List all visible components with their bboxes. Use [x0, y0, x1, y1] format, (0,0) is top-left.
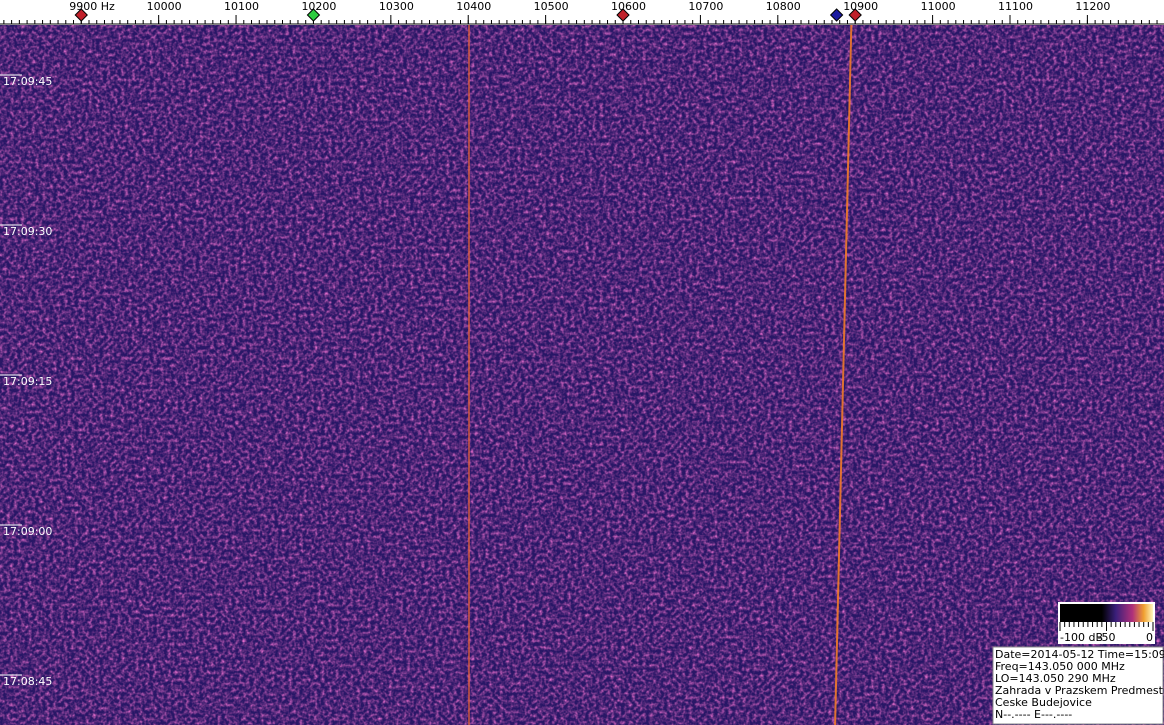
- x-tick-label: 10300: [379, 0, 414, 13]
- info-line: Ceske Budejovice: [995, 696, 1092, 709]
- x-tick-label: 10600: [611, 0, 646, 13]
- x-tick-label: 11000: [921, 0, 956, 13]
- time-label: 17:08:45: [3, 675, 52, 688]
- x-tick-label: 10700: [688, 0, 723, 13]
- frequency-marker: [74, 8, 88, 22]
- time-label: 17:09:00: [3, 525, 52, 538]
- x-tick-label: 10000: [147, 0, 182, 13]
- x-tick-label: 10900: [843, 0, 878, 13]
- frequency-marker: [848, 8, 862, 22]
- time-label: 17:09:45: [3, 75, 52, 88]
- x-tick-label: 9900 Hz: [69, 0, 115, 13]
- frequency-marker: [306, 8, 321, 22]
- frequency-marker: [616, 8, 630, 22]
- info-box: [992, 646, 1164, 725]
- x-tick-label: 10500: [534, 0, 569, 13]
- time-label: 17:09:15: [3, 375, 52, 388]
- info-line: N--.---- E---.----: [995, 708, 1072, 721]
- x-tick-label: 11100: [998, 0, 1033, 13]
- colorbar-label: -50: [1098, 631, 1116, 644]
- info-line: Date=2014-05-12 Time=15:09 UTC: [995, 648, 1164, 661]
- frequency-scale-bg: [0, 0, 1164, 25]
- x-tick-label: 11200: [1075, 0, 1110, 13]
- info-line: LO=143.050 290 MHz: [995, 672, 1116, 685]
- info-line: Freq=143.050 000 MHz: [995, 660, 1125, 673]
- x-tick-label: 10800: [766, 0, 801, 13]
- info-line: Zahrada v Prazskem Predmesti: [995, 684, 1164, 697]
- x-tick-label: 10400: [456, 0, 491, 13]
- signal-trace: [834, 24, 853, 725]
- x-tick-label: 10100: [224, 0, 259, 13]
- colorbar-label: -100 dB: [1060, 631, 1103, 644]
- x-tick-label: 10200: [301, 0, 336, 13]
- colorbar: [1060, 604, 1153, 622]
- frequency-marker: [829, 8, 844, 22]
- colorbar-label: 0: [1146, 631, 1153, 644]
- waterfall-noise: [0, 25, 1164, 725]
- time-label: 17:09:30: [3, 225, 52, 238]
